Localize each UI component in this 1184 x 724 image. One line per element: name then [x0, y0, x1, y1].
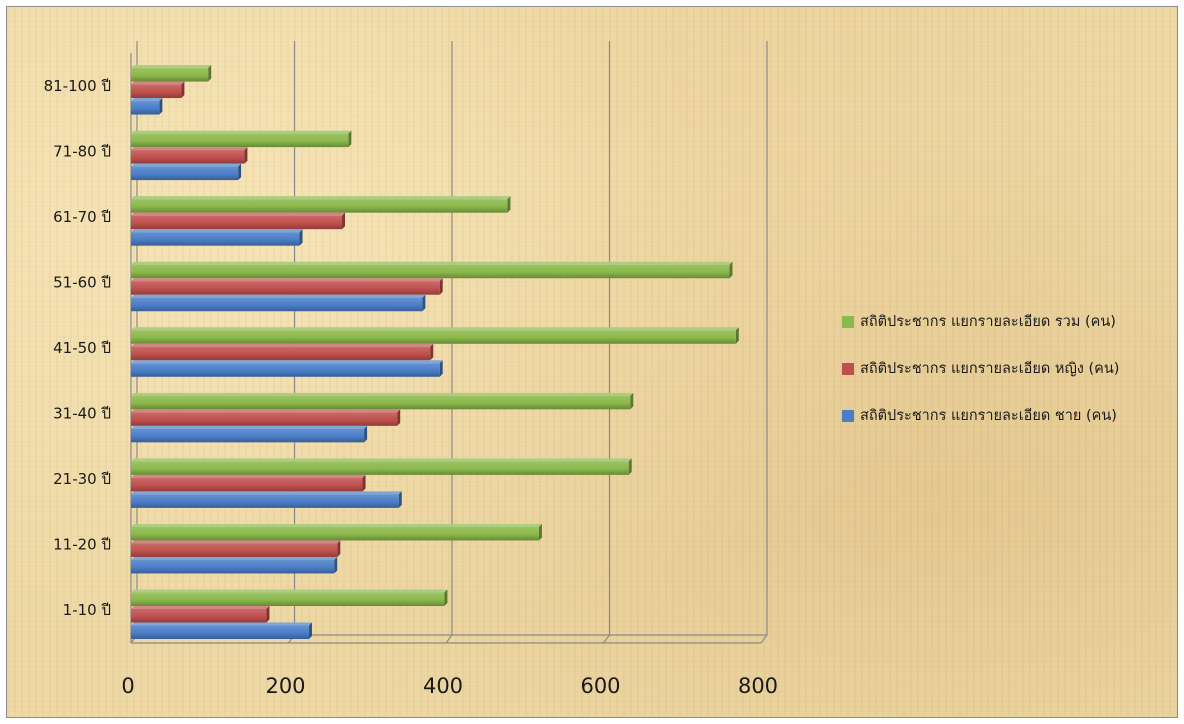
bar-male-31-40 ปี [131, 425, 368, 443]
x-tick-0: 0 [121, 674, 134, 698]
legend-swatch-total [842, 315, 854, 328]
bar-female-41-50 ปี [131, 343, 434, 361]
bar-total-81-100 ปี [131, 65, 212, 82]
y-tick-31-40 ปี: 31-40 ปี [53, 405, 111, 423]
bar-male-81-100 ปี [131, 98, 163, 115]
chart-frame: 0 200 400 600 800 1-10 ปี 11-20 ปี 21-30 ปี 31-4… [6, 6, 1178, 718]
bar-male-21-30 ปี [131, 491, 402, 508]
bar-male-41-50 ปี [131, 360, 443, 377]
x-tick-800: 800 [738, 674, 778, 698]
bar-total-51-60 ปี [131, 261, 733, 279]
legend-item-male: สถิติประชากร แยกรายละเอียด ชาย (คน) [842, 404, 1119, 427]
legend-label-female: สถิติประชากร แยกรายละเอียด หญิง (คน) [860, 361, 1120, 377]
legend-item-total: สถิติประชากร แยกรายละเอียด รวม (คน) [842, 310, 1119, 333]
bar-female-81-100 ปี [131, 81, 185, 99]
y-tick-81-100 ปี: 81-100 ปี [44, 77, 111, 95]
bar-female-31-40 ปี [131, 409, 401, 426]
bar-total-1-10 ปี [131, 589, 448, 606]
legend-item-female: สถิติประชากร แยกรายละเอียด หญิง (คน) [842, 357, 1119, 380]
x-tick-600: 600 [580, 674, 620, 698]
bar-chart: 0 200 400 600 800 1-10 ปี 11-20 ปี 21-30 ปี 31-4… [44, 41, 778, 698]
y-tick-41-50 ปี: 41-50 ปี [53, 339, 111, 357]
legend: สถิติประชากร แยกรายละเอียด รวม (คน) สถิติ… [842, 310, 1119, 451]
bar-total-31-40 ปี [131, 392, 634, 410]
legend-swatch-female [842, 362, 854, 375]
gridline-floor-600 [603, 634, 610, 644]
bar-total-21-30 ปี [131, 458, 632, 475]
bar-male-11-20 ปี [131, 556, 338, 574]
bar-total-41-50 ปี [131, 327, 739, 344]
bar-total-11-20 ปี [131, 523, 542, 541]
gridline-floor-400 [445, 634, 453, 644]
legend-swatch-male [842, 409, 854, 422]
x-tick-200: 200 [265, 674, 305, 698]
bar-female-71-80 ปี [131, 147, 248, 164]
y-tick-1-10 ปี: 1-10 ปี [63, 601, 111, 619]
bar-male-61-70 ปี [131, 229, 303, 246]
bar-male-71-80 ปี [131, 163, 242, 181]
bar-female-21-30 ปี [131, 474, 366, 492]
y-tick-11-20 ปี: 11-20 ปี [53, 536, 111, 554]
bar-male-51-60 ปี [131, 294, 426, 312]
bar-male-1-10 ปี [131, 622, 312, 639]
y-tick-21-30 ปี: 21-30 ปี [53, 470, 111, 488]
bar-female-11-20 ปี [131, 540, 341, 557]
x-tick-400: 400 [423, 674, 463, 698]
y-tick-71-80 ปี: 71-80 ปี [53, 142, 111, 160]
y-tick-51-60 ปี: 51-60 ปี [53, 273, 111, 291]
bar-female-61-70 ปี [131, 212, 346, 230]
legend-label-total: สถิติประชากร แยกรายละเอียด รวม (คน) [860, 314, 1116, 330]
bar-female-1-10 ปี [131, 606, 270, 623]
gridline-floor-800 [760, 634, 768, 644]
bar-total-61-70 ปี [131, 196, 511, 213]
bar-total-71-80 ปี [131, 130, 352, 148]
legend-label-male: สถิติประชากร แยกรายละเอียด ชาย (คน) [860, 408, 1117, 424]
bar-female-51-60 ปี [131, 278, 443, 295]
y-tick-61-70 ปี: 61-70 ปี [53, 208, 111, 226]
